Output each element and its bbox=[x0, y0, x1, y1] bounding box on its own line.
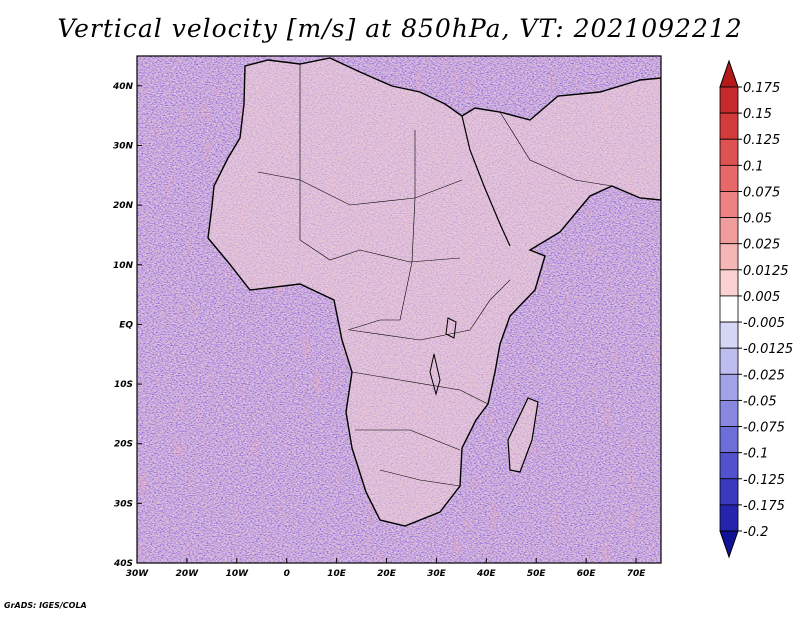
y-tick-label: 20S bbox=[114, 440, 133, 450]
y-tick-label: 30N bbox=[113, 141, 134, 151]
colorbar-label: -0.025 bbox=[743, 368, 785, 383]
colorbar-segment bbox=[719, 164, 739, 192]
lake-outline bbox=[429, 317, 457, 396]
colorbar-label: 0.1 bbox=[743, 159, 764, 174]
madagascar bbox=[507, 397, 539, 473]
colorbar-label: -0.005 bbox=[743, 316, 785, 331]
colorbar-segment bbox=[719, 504, 739, 532]
colorbar-label: -0.075 bbox=[743, 421, 785, 436]
x-tick-label: 0 bbox=[284, 569, 290, 579]
colorbar-label: 0.175 bbox=[743, 81, 780, 96]
colorbar-label: -0.0125 bbox=[743, 342, 793, 357]
y-tick-label: 20N bbox=[113, 201, 134, 211]
colorbar-segment bbox=[719, 373, 739, 401]
y-tick-label: 10N bbox=[113, 261, 134, 271]
red-sea bbox=[461, 115, 511, 247]
colorbar-segment bbox=[719, 86, 739, 114]
x-tick-label: 40E bbox=[476, 569, 497, 579]
grads-credit: GrADS: IGES/COLA bbox=[4, 601, 87, 610]
colorbar-label: 0.025 bbox=[743, 238, 780, 253]
x-tick-label: 10E bbox=[327, 569, 347, 579]
chart-title: Vertical velocity [m/s] at 850hPa, VT: 2… bbox=[57, 14, 743, 43]
colorbar-label: 0.05 bbox=[743, 212, 772, 227]
velocity-field bbox=[137, 56, 661, 563]
africa-landmass bbox=[207, 57, 661, 527]
colorbar-segment bbox=[719, 400, 739, 427]
y-tick-label: 10S bbox=[114, 380, 133, 390]
x-tick-label: 50E bbox=[527, 569, 547, 579]
colorbar-bottom-arrow bbox=[719, 530, 739, 559]
y-tick-label: 30S bbox=[114, 499, 133, 509]
x-tick-label: 70E bbox=[627, 569, 647, 579]
y-tick-label: 40S bbox=[113, 559, 133, 569]
colorbar-label: -0.125 bbox=[743, 473, 785, 488]
colorbar-segment bbox=[719, 295, 739, 323]
colorbar-segment bbox=[719, 426, 739, 454]
colorbar-label: 0.005 bbox=[743, 290, 780, 305]
colorbar-label: -0.05 bbox=[743, 394, 777, 409]
colorbar-segment bbox=[719, 321, 739, 349]
x-axis: 30W 20W 10W 0 10E 20E 30E 40E 50E 60E 70E bbox=[126, 558, 646, 579]
colorbar-segment bbox=[719, 347, 739, 375]
x-tick-label: 10W bbox=[226, 569, 250, 579]
colorbar-label: 0.075 bbox=[743, 185, 780, 200]
country-borders bbox=[257, 64, 613, 487]
x-tick-label: 30W bbox=[126, 569, 150, 579]
colorbar-segment bbox=[719, 243, 739, 271]
colorbar-segment bbox=[719, 191, 739, 218]
colorbar-label: -0.2 bbox=[743, 525, 768, 540]
x-tick-label: 60E bbox=[577, 569, 597, 579]
colorbar-segment bbox=[719, 269, 739, 297]
colorbar-segment bbox=[719, 112, 739, 140]
colorbar-segment bbox=[719, 478, 739, 506]
colorbar-label: 0.15 bbox=[743, 107, 772, 122]
x-tick-label: 20W bbox=[176, 569, 200, 579]
colorbar-segment bbox=[719, 217, 739, 245]
y-tick-label: 40N bbox=[112, 82, 134, 92]
x-tick-label: 20E bbox=[377, 569, 397, 579]
y-axis: 40N 30N 20N 10N EQ 10S 20S 30S 40S bbox=[112, 82, 142, 569]
colorbar-segment bbox=[719, 452, 739, 480]
colorbar-label: -0.1 bbox=[743, 447, 768, 462]
colorbar: 0.175 0.15 0.125 0.1 0.075 0.05 0.025 0.0125 0.0… bbox=[719, 59, 793, 559]
plot-frame bbox=[136, 55, 662, 564]
colorbar-label: 0.0125 bbox=[743, 264, 789, 279]
colorbar-label: 0.125 bbox=[743, 133, 780, 148]
colorbar-label: -0.175 bbox=[743, 499, 785, 514]
colorbar-segment bbox=[719, 138, 739, 166]
y-tick-label: EQ bbox=[119, 320, 133, 330]
colorbar-top-arrow bbox=[719, 59, 739, 88]
x-tick-label: 30E bbox=[427, 569, 447, 579]
